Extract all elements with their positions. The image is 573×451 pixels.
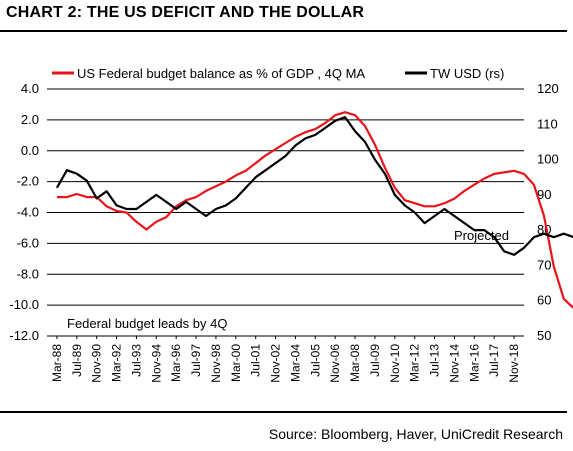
y-axis-left: 4.0 2.0 0.0 -2.0 -4.0 -6.0 -8.0 -10.0 -12.0 bbox=[9, 81, 39, 343]
y-left-tick-label: -8.0 bbox=[17, 266, 39, 281]
series-line-deficit bbox=[56, 111, 573, 310]
y-left-tick-label: -6.0 bbox=[17, 235, 39, 250]
x-tick-label: Nov-90 bbox=[90, 344, 104, 383]
y-right-tick-label: 90 bbox=[537, 187, 551, 202]
y-left-tick-label: -2.0 bbox=[17, 174, 39, 189]
x-tick-label: Jul-13 bbox=[428, 344, 442, 377]
chart-title: CHART 2: THE US DEFICIT AND THE DOLLAR bbox=[6, 4, 365, 21]
legend-label-usd: TW USD (rs) bbox=[430, 66, 504, 81]
y-right-tick-label: 110 bbox=[537, 116, 558, 131]
x-tick-label: Nov-06 bbox=[328, 344, 342, 383]
x-tick-label: Jul-09 bbox=[368, 344, 382, 377]
x-tick-label: Nov-14 bbox=[447, 344, 461, 383]
y-right-tick-label: 120 bbox=[537, 81, 559, 96]
series-lines bbox=[55, 111, 573, 310]
y-left-tick-label: -10.0 bbox=[9, 297, 39, 312]
x-tick-label: Jul-89 bbox=[70, 344, 84, 377]
legend-label-deficit: US Federal budget balance as % of GDP , … bbox=[77, 66, 365, 81]
x-tick-label: Mar-00 bbox=[229, 344, 243, 382]
bottom-rule bbox=[0, 411, 567, 413]
x-axis: Mar-88 Jul-89 Nov-90 Mar-92 Jul-93 Nov-94 Mar-… bbox=[50, 336, 521, 383]
annotation-lead: Federal budget leads by 4Q bbox=[67, 316, 227, 331]
source-note: Source: Bloomberg, Haver, UniCredit Rese… bbox=[268, 426, 563, 442]
x-tick-label: Mar-96 bbox=[169, 344, 183, 382]
x-tick-label: Nov-10 bbox=[388, 344, 402, 383]
x-tick-label: Jul-01 bbox=[249, 344, 263, 377]
y-left-tick-label: 0.0 bbox=[21, 143, 39, 158]
y-left-tick-label: -12.0 bbox=[9, 328, 39, 343]
x-tick-label: Nov-98 bbox=[209, 344, 223, 383]
x-tick-label: Mar-92 bbox=[110, 344, 124, 382]
annotation-projected: Projected bbox=[454, 228, 509, 243]
x-tick-label: Nov-94 bbox=[149, 344, 163, 383]
x-tick-label: Jul-93 bbox=[129, 344, 143, 377]
y-left-tick-label: 4.0 bbox=[21, 81, 39, 96]
y-right-tick-label: 100 bbox=[537, 152, 559, 167]
x-tick-label: Mar-16 bbox=[467, 344, 481, 382]
x-tick-label: Mar-04 bbox=[288, 344, 302, 382]
y-left-tick-label: -4.0 bbox=[17, 205, 39, 220]
grid-lines bbox=[47, 88, 524, 337]
y-right-tick-label: 70 bbox=[537, 257, 551, 272]
x-tick-label: Jul-05 bbox=[308, 344, 322, 377]
y-right-tick-label: 60 bbox=[537, 293, 551, 308]
y-right-tick-label: 50 bbox=[537, 328, 551, 343]
top-rule bbox=[0, 30, 567, 32]
legend: US Federal budget balance as % of GDP , … bbox=[52, 66, 504, 81]
x-tick-label: Jul-17 bbox=[487, 344, 501, 377]
x-tick-label: Mar-12 bbox=[408, 344, 422, 382]
chart: 4.0 2.0 0.0 -2.0 -4.0 -6.0 -8.0 -10.0 -12.0 120 1… bbox=[9, 66, 573, 383]
x-tick-label: Nov-02 bbox=[269, 344, 283, 383]
series-line-usd bbox=[55, 116, 573, 256]
x-tick-label: Nov-18 bbox=[507, 344, 521, 383]
x-tick-label: Mar-88 bbox=[50, 344, 64, 382]
x-tick-label: Mar-08 bbox=[348, 344, 362, 382]
y-left-tick-label: 2.0 bbox=[21, 112, 39, 127]
x-tick-label: Jul-97 bbox=[189, 344, 203, 377]
